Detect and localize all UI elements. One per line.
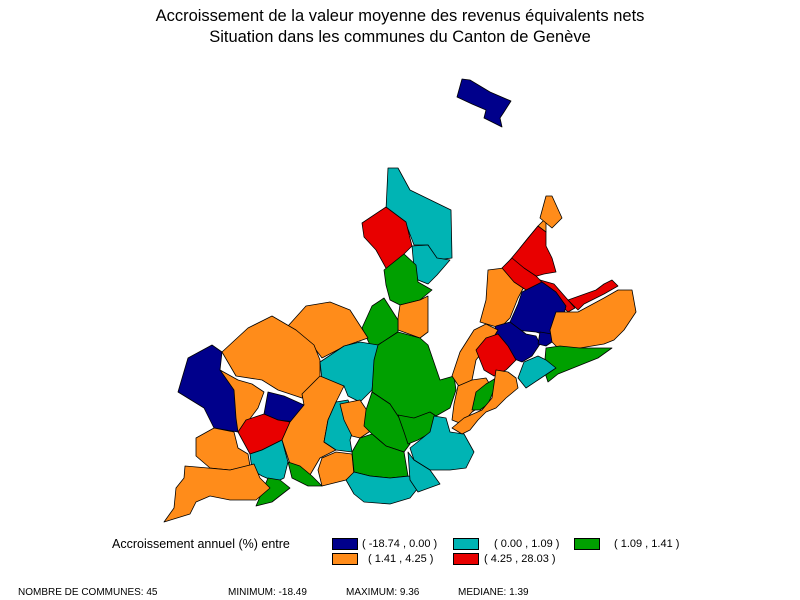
- legend-text-1: ( -18.74 , 0.00 ): [362, 538, 438, 550]
- legend-swatch-4: [332, 553, 358, 565]
- commune-region: [195, 427, 251, 471]
- footer-minimum: MINIMUM: -18.49: [228, 587, 307, 598]
- commune-region: [221, 315, 321, 399]
- legend-swatch-3: [574, 538, 600, 550]
- commune-region: [567, 279, 619, 311]
- legend-text-5: ( 4.25 , 28.03 ): [484, 553, 556, 565]
- title-line-2: Situation dans les communes du Canton de…: [209, 28, 591, 46]
- commune-region: [537, 331, 553, 347]
- footer-median: MEDIANE: 1.39: [458, 587, 529, 598]
- legend-label: Accroissement annuel (%) entre: [112, 537, 290, 551]
- commune-region: [345, 471, 419, 505]
- commune-region: [475, 333, 517, 377]
- commune-region: [319, 341, 379, 403]
- legend-text-3: ( 1.09 , 1.41 ): [614, 538, 680, 550]
- legend-text-2: ( 0.00 , 1.09 ): [494, 538, 560, 550]
- commune-region: [456, 78, 512, 128]
- title-line-1: Accroissement de la valeur moyenne des r…: [155, 7, 645, 25]
- commune-region: [451, 369, 519, 435]
- commune-region: [517, 355, 557, 389]
- footer-commune-count: NOMBRE DE COMMUNES: 45: [18, 587, 158, 598]
- commune-region: [549, 289, 637, 349]
- commune-region: [219, 369, 265, 433]
- legend-swatch-1: [332, 538, 358, 550]
- map-title: Accroissement de la valeur moyenne des r…: [0, 6, 800, 48]
- commune-region: [543, 345, 613, 383]
- commune-region: [407, 451, 441, 493]
- commune-region: [163, 463, 271, 523]
- legend-swatch-2: [453, 538, 479, 550]
- footer-maximum: MAXIMUM: 9.36: [346, 587, 420, 598]
- commune-region: [287, 461, 323, 487]
- legend-swatch-5: [453, 553, 479, 565]
- commune-region: [539, 195, 563, 229]
- legend-text-4: ( 1.41 , 4.25 ): [368, 553, 434, 565]
- commune-region: [339, 399, 373, 439]
- commune-region: [255, 477, 291, 507]
- commune-region: [471, 377, 497, 411]
